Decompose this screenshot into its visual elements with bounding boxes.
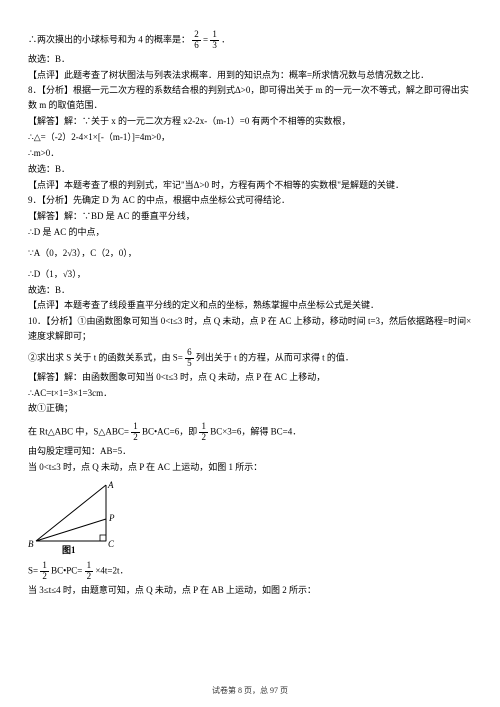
q10-solve-1: 【解答】解：由函数图象可知当 0<t≤3 时，点 Q 未动，点 P 在 AC 上… — [28, 370, 472, 385]
comment-2: 【点评】本题考查了根的判别式，牢记"当Δ>0 时，方程有两个不相等的实数根"是解… — [28, 178, 472, 193]
text: ），C（2，0）， — [77, 248, 137, 258]
sqrt-3-a: √3 — [67, 248, 76, 258]
q9-solve-1: 【解答】解：∵BD 是 AC 的垂直平分线， — [28, 209, 472, 224]
fraction-2-6: 26 — [192, 30, 201, 51]
text: ×4t=2t． — [95, 565, 128, 575]
text: ②求出求 S 关于 t 的函数关系式，由 S= — [28, 352, 183, 362]
comment-1: 【点评】此题考查了树状图法与列表法求概率．用到的知识点为：概率=所求情况数与总情… — [28, 68, 472, 83]
answer-b-1: 故选：B． — [28, 52, 472, 67]
text: BC•PC= — [51, 565, 82, 575]
q8-solve-3: ∴m>0． — [28, 146, 472, 161]
fraction-half-3: 12 — [40, 561, 49, 582]
q10-case2: 当 3≤t≤4 时，由题意可知，点 Q 未动，点 P 在 AB 上运动，如图 2… — [28, 583, 472, 598]
text: ∵A（0，2 — [28, 248, 67, 258]
q10-analysis-1: 10．【分析】①由函数图象可知当 0<t≤3 时，点 Q 未动，点 P 在 AC… — [28, 314, 472, 344]
text: BC×3=6，解得 BC=4． — [210, 427, 301, 437]
text: 在 Rt△ABC 中，S△ABC= — [28, 427, 129, 437]
q9-solve-2: ∴D 是 AC 的中点， — [28, 225, 472, 240]
q9-point-d: ∴D（1，√3）， — [28, 267, 472, 282]
q8-solve-2: ∴△=（-2）2-4×1×[-（m-1）]=4m>0， — [28, 130, 472, 145]
text: BC•AC=6，即 — [142, 427, 197, 437]
label-fig1: 图1 — [62, 545, 76, 555]
sqrt-3-b: √3 — [63, 269, 72, 279]
period: ． — [221, 34, 230, 44]
fraction-half-1: 12 — [131, 422, 140, 443]
label-a: A — [107, 480, 114, 490]
triangle-diagram-1: A B C P 图1 — [28, 479, 123, 557]
line-prob: ∴两次摸出的小球标号和为 4 的概率是： 26 = 13 ． — [28, 30, 472, 51]
equals: = — [203, 34, 208, 44]
fraction-half-2: 12 — [199, 422, 208, 443]
label-p: P — [108, 513, 115, 523]
fraction-1-3: 13 — [210, 30, 219, 51]
q8-solve-1: 【解答】解：∵关于 x 的一元二次方程 x2-2x-（m-1）=0 有两个不相等… — [28, 114, 472, 129]
answer-b-2: 故选：B． — [28, 162, 472, 177]
text: ）， — [72, 269, 86, 279]
q8-analysis: 8．【分析】根据一元二次方程的系数结合根的判别式Δ>0，即可得出关于 m 的一元… — [28, 83, 472, 113]
answer-b-3: 故选：B． — [28, 283, 472, 298]
q10-rt-abc: 在 Rt△ABC 中，S△ABC= 12 BC•AC=6，即 12 BC×3=6… — [28, 422, 472, 443]
q10-analysis-2: ②求出求 S 关于 t 的函数关系式，由 S= 65 列出关于 t 的方程，从而… — [28, 348, 472, 369]
label-c: C — [108, 539, 115, 549]
q10-s-formula: S= 12 BC•PC= 12 ×4t=2t． — [28, 561, 472, 582]
q10-case1: 当 0<t≤3 时，点 Q 未动，点 P 在 AC 上运动，如图 1 所示： — [28, 460, 472, 475]
q10-solve-2: ∴AC=t×1=3×1=3cm． — [28, 386, 472, 401]
fraction-half-4: 12 — [85, 561, 94, 582]
q9-analysis: 9．【分析】先确定 D 为 AC 的中点，根据中点坐标公式可得结论． — [28, 193, 472, 208]
comment-3: 【点评】本题考查了线段垂直平分线的定义和点的坐标，熟练掌握中点坐标公式是关键． — [28, 298, 472, 313]
text: S= — [28, 565, 38, 575]
page-footer: 试卷第 8 页，总 97 页 — [0, 684, 500, 697]
q9-point-a: ∵A（0，2√3），C（2，0）， — [28, 246, 472, 261]
text: 列出关于 t 的方程，从而可求得 t 的值． — [196, 352, 354, 362]
q10-pythag: 由勾股定理可知：AB=5． — [28, 444, 472, 459]
label-b: B — [28, 539, 34, 549]
q10-solve-3: 故①正确； — [28, 401, 472, 416]
text: ∴D（1， — [28, 269, 63, 279]
fraction-6-5: 65 — [185, 348, 194, 369]
text: ∴两次摸出的小球标号和为 4 的概率是： — [28, 34, 190, 44]
